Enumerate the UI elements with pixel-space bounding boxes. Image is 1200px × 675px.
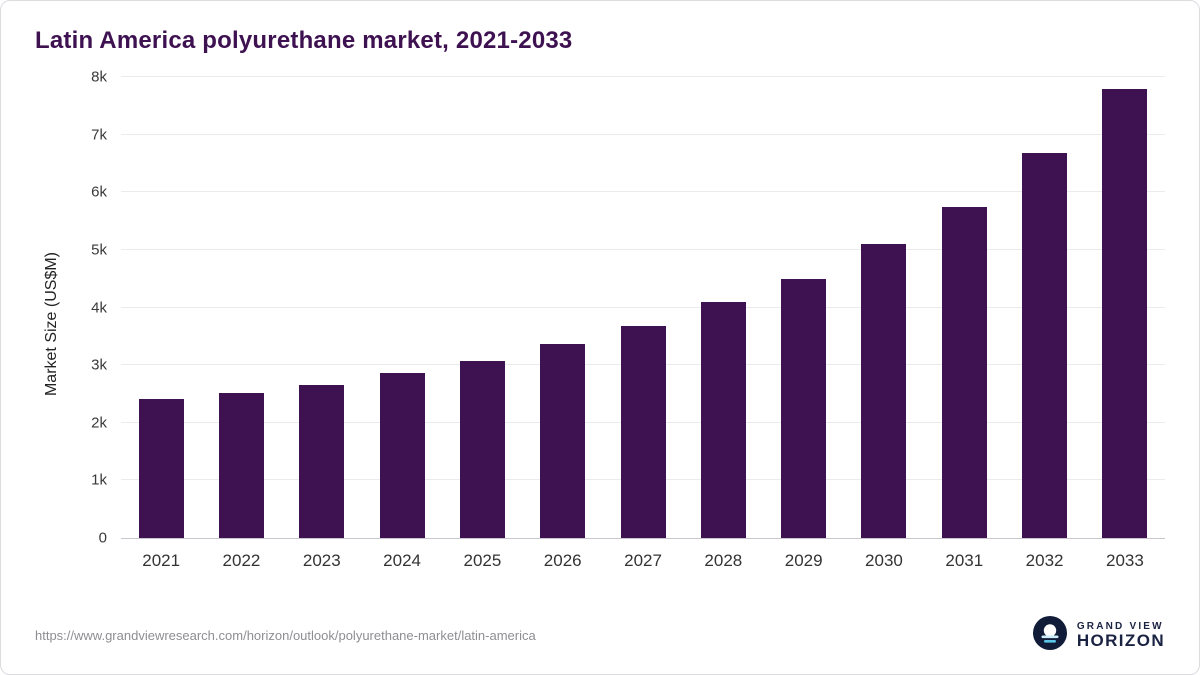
y-tick-label: 4k <box>91 299 107 316</box>
x-tick-label: 2030 <box>865 551 903 570</box>
bar-2033 <box>1102 88 1148 538</box>
x-tick-label: 2022 <box>222 551 261 570</box>
y-tick-label: 0 <box>98 529 107 547</box>
plot-area: 0 1k 2k 3k 4k 5k 6k 7k 8k 2021 2022 2023 2024 2025 20… <box>69 69 1165 571</box>
horizon-logo-icon <box>1032 615 1068 656</box>
bar-column <box>121 77 201 538</box>
bar-2023 <box>299 384 345 538</box>
x-axis-labels: 2021 2022 2023 2024 2025 2026 2027 2028 2029 2030… <box>121 551 1165 571</box>
bar-column <box>1004 77 1084 538</box>
bar-2028 <box>700 302 746 538</box>
x-tick-label: 2024 <box>383 551 421 570</box>
x-tick-label: 2029 <box>784 551 823 570</box>
bar-column <box>442 77 522 538</box>
bar-column <box>603 77 683 538</box>
bar-2029 <box>781 278 827 538</box>
y-axis-title-label: Market Size (US$M) <box>43 251 60 397</box>
x-tick-label: 2025 <box>463 551 502 570</box>
bar-column <box>764 77 844 538</box>
bar-2022 <box>218 392 264 538</box>
gridline <box>121 306 1165 308</box>
bar-column <box>282 77 362 538</box>
y-tick-label: 5k <box>91 241 107 259</box>
bar-2025 <box>459 360 505 538</box>
x-tick-label: 2027 <box>624 551 662 570</box>
brand-name-top: GRAND VIEW <box>1076 620 1164 632</box>
y-tick-label: 2k <box>91 414 107 432</box>
x-tick-label: 2031 <box>945 551 984 570</box>
bar-2021 <box>138 399 184 538</box>
chart-title: Latin America polyurethane market, 2021-… <box>35 27 573 54</box>
brand-logo-text: GRAND VIEW HORIZON <box>1077 621 1165 651</box>
y-tick-label: 1k <box>91 471 107 489</box>
bar-column <box>523 77 603 538</box>
bar-2030 <box>861 244 907 538</box>
x-tick-label: 2023 <box>302 551 341 570</box>
x-tick-label: 2032 <box>1025 551 1064 570</box>
y-tick-label: 7k <box>91 126 107 144</box>
bar-column <box>201 77 281 538</box>
y-tick-label: 3k <box>91 356 107 374</box>
gridline <box>121 76 1165 77</box>
bar-2031 <box>941 206 987 538</box>
bar-column <box>1085 77 1165 538</box>
gridline <box>121 248 1165 250</box>
bars-container <box>121 77 1165 538</box>
bar-chart: Market Size (US$M) 0 1k 2k 3k 4k 5k 6k 7k 8k 202… <box>35 69 1165 571</box>
brand-logo: GRAND VIEW HORIZON <box>1032 615 1165 656</box>
x-tick-label: 2028 <box>704 551 743 570</box>
bar-2027 <box>620 325 666 538</box>
bar-2026 <box>540 344 586 538</box>
bar-column <box>844 77 924 538</box>
brand-name-bottom: HORIZON <box>1076 630 1165 650</box>
source-url: https://www.grandviewresearch.com/horizo… <box>35 628 536 643</box>
gridline <box>121 133 1165 135</box>
plot: 0 1k 2k 3k 4k 5k 6k 7k 8k <box>91 69 1165 547</box>
bar-column <box>924 77 1004 538</box>
y-axis-title: Market Size (US$M) <box>35 77 69 571</box>
x-tick-label: 2026 <box>543 551 582 570</box>
y-tick-label: 8k <box>91 68 107 86</box>
bar-column <box>683 77 763 538</box>
bar-column <box>362 77 442 538</box>
x-tick-label: 2033 <box>1105 551 1144 570</box>
bar-2024 <box>379 373 425 538</box>
footer: https://www.grandviewresearch.com/horizo… <box>35 615 1165 656</box>
gridline <box>121 191 1165 193</box>
bar-2032 <box>1022 153 1068 538</box>
x-tick-label: 2021 <box>142 551 181 570</box>
y-tick-label: 6k <box>91 183 107 201</box>
